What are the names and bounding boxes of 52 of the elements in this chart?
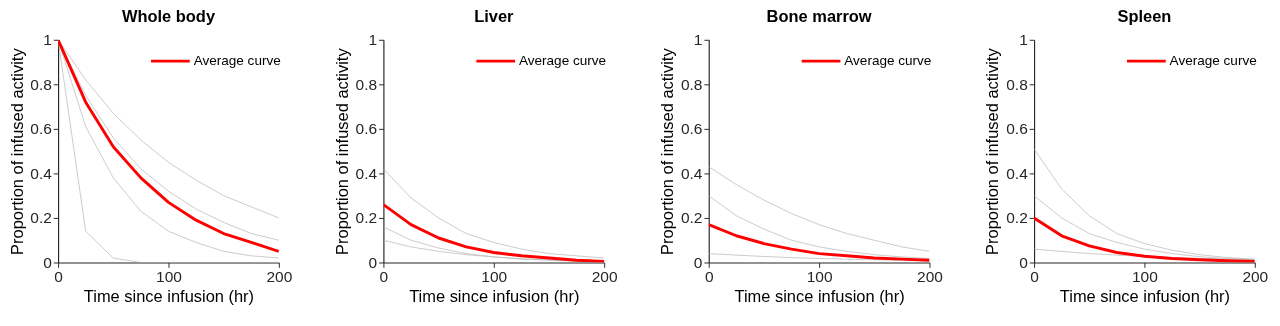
y-tick-label: 0.2 xyxy=(30,209,52,227)
x-tick-label: 0 xyxy=(54,268,63,286)
y-tick-label: 0.6 xyxy=(355,120,378,138)
x-axis-title: Time since infusion (hr) xyxy=(1059,286,1231,305)
chart-title: Bone marrow xyxy=(766,7,872,26)
legend-label: Average curve xyxy=(518,52,607,68)
x-tick-label: 0 xyxy=(1030,268,1039,286)
x-tick-label: 100 xyxy=(481,268,508,286)
x-tick-label: 100 xyxy=(156,268,182,286)
y-tick-label: 1 xyxy=(43,31,52,49)
x-tick-label: 0 xyxy=(704,268,714,286)
y-tick-label: 0.2 xyxy=(355,209,378,227)
y-tick-label: 0 xyxy=(1019,253,1028,271)
y-tick-label: 0.2 xyxy=(680,209,703,227)
y-tick-label: 0.4 xyxy=(355,164,378,182)
legend-label: Average curve xyxy=(1169,52,1257,68)
y-tick-label: 0.8 xyxy=(30,75,52,93)
y-tick-label: 0 xyxy=(368,253,378,271)
y-tick-label: 0.8 xyxy=(1006,75,1028,93)
y-tick-label: 0.6 xyxy=(1006,120,1028,138)
y-tick-label: 1 xyxy=(368,31,378,49)
y-tick-label: 0.6 xyxy=(680,120,703,138)
y-tick-label: 0.2 xyxy=(1006,209,1028,227)
x-axis-title: Time since infusion (hr) xyxy=(734,286,905,305)
x-tick-label: 100 xyxy=(1132,268,1158,286)
y-axis-title: Proportion of infused activity xyxy=(332,47,351,255)
chart-title: Liver xyxy=(474,7,515,26)
y-tick-label: 0.8 xyxy=(680,75,703,93)
x-axis-title: Time since infusion (hr) xyxy=(409,286,580,305)
y-axis-title: Proportion of infused activity xyxy=(983,47,1002,255)
y-tick-label: 0.4 xyxy=(1006,164,1029,182)
x-tick-label: 100 xyxy=(806,268,833,286)
y-tick-label: 0.8 xyxy=(355,75,378,93)
x-tick-label: 0 xyxy=(379,268,389,286)
legend-label: Average curve xyxy=(193,52,281,68)
x-tick-label: 200 xyxy=(266,268,293,286)
x-tick-label: 200 xyxy=(591,268,618,286)
legend-label: Average curve xyxy=(844,52,932,68)
y-tick-label: 0.6 xyxy=(30,120,52,138)
x-axis-title: Time since infusion (hr) xyxy=(83,286,255,305)
y-tick-label: 0.4 xyxy=(680,164,703,182)
y-axis-title: Proportion of infused activity xyxy=(658,47,677,255)
chart-title: Whole body xyxy=(121,7,216,26)
x-tick-label: 200 xyxy=(917,268,943,286)
y-axis-title: Proportion of infused activity xyxy=(7,47,26,255)
chart-title: Spleen xyxy=(1117,7,1172,26)
x-tick-label: 200 xyxy=(1242,268,1269,286)
y-tick-label: 0 xyxy=(43,253,52,271)
y-tick-label: 0.4 xyxy=(30,164,53,182)
y-tick-label: 0 xyxy=(693,253,703,271)
y-tick-label: 1 xyxy=(693,31,703,49)
y-tick-label: 1 xyxy=(1019,31,1028,49)
